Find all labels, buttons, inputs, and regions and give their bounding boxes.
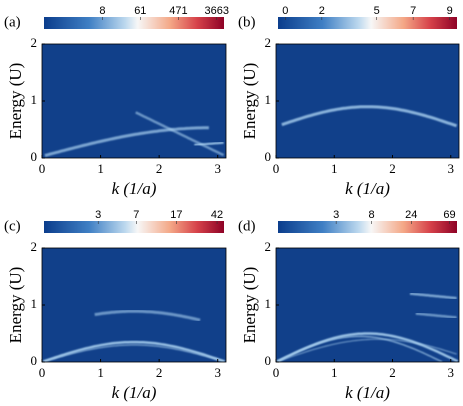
spectral-feature (135, 111, 225, 157)
colorbar-tick-label: 7 (410, 5, 416, 17)
x-tick-label: 3 (214, 365, 221, 380)
y-tick-label: 0 (31, 149, 38, 164)
colorbar-tick-label: 2 (319, 5, 325, 17)
y-tick-label: 2 (31, 35, 38, 50)
x-tick-label: 1 (331, 161, 338, 176)
x-tick-label: 3 (214, 161, 221, 176)
spectral-feature (278, 338, 457, 362)
panel-label: (c) (4, 218, 21, 234)
colorbar-tick-label: 17 (170, 209, 182, 221)
x-axis-label: k (1/a) (112, 383, 157, 402)
x-tick-label: 3 (448, 365, 455, 380)
spectral-feature (42, 340, 226, 362)
y-tick-label: 1 (31, 296, 38, 311)
heatmap-features (44, 111, 225, 157)
heatmap-features (276, 275, 459, 362)
y-tick-label: 1 (265, 92, 272, 107)
colorbar-tick-label: 5 (374, 5, 380, 17)
x-tick-label: 0 (39, 161, 46, 176)
panel-label: (a) (4, 14, 21, 30)
colorbar-tick-label: 61 (134, 5, 146, 17)
y-axis-label: Energy (U) (240, 63, 259, 140)
x-tick-label: 3 (448, 161, 455, 176)
panel: 0 1 2 3 0 1 2 k (1/a) Energy (U) (d) 3 8 24 69 (238, 209, 460, 402)
colorbar-tick-label: 9 (447, 5, 453, 17)
x-tick-label: 0 (39, 365, 46, 380)
spectral-feature (94, 309, 201, 322)
colorbar (44, 221, 224, 233)
spectral-feature (276, 335, 443, 362)
colorbar-tick-label: 8 (99, 5, 105, 17)
y-axis-label: Energy (U) (240, 267, 259, 344)
x-tick-label: 2 (156, 365, 163, 380)
y-tick-label: 0 (265, 149, 272, 164)
spectral-feature (281, 105, 458, 128)
x-axis-label: k (1/a) (112, 179, 157, 198)
y-tick-label: 1 (265, 296, 272, 311)
colorbar-tick-label: 24 (405, 209, 417, 221)
x-tick-label: 1 (331, 365, 338, 380)
heatmap-background (276, 44, 459, 158)
colorbar (278, 221, 457, 233)
x-tick-label: 1 (97, 365, 104, 380)
colorbar-tick-label: 7 (133, 209, 139, 221)
colorbar (44, 17, 224, 29)
panel-label: (d) (238, 218, 256, 234)
heatmap-features (276, 59, 459, 128)
heatmap-features (42, 264, 226, 362)
colorbar-tick-label: 0 (282, 5, 288, 17)
x-axis-label: k (1/a) (345, 383, 390, 402)
y-tick-label: 2 (265, 239, 272, 254)
spectral-feature (194, 141, 224, 146)
y-tick-label: 0 (31, 353, 38, 368)
y-tick-label: 2 (265, 35, 272, 50)
panel: 0 1 2 3 0 1 2 k (1/a) Energy (U) (c) 3 7 17 42 (4, 209, 227, 402)
colorbar-tick-label: 69 (443, 209, 455, 221)
colorbar-tick-label: 3 (95, 209, 101, 221)
spectral-feature (44, 126, 209, 157)
x-axis-label: k (1/a) (345, 179, 390, 198)
colorbar-tick-label: 8 (369, 209, 375, 221)
x-tick-label: 1 (97, 161, 104, 176)
colorbar-tick-label: 3 (333, 209, 339, 221)
heatmap-background (42, 44, 226, 158)
panel-label: (b) (238, 14, 256, 30)
x-tick-label: 2 (389, 365, 396, 380)
x-tick-label: 0 (273, 365, 280, 380)
x-tick-label: 2 (156, 161, 163, 176)
colorbar-tick-label: 3663 (205, 5, 229, 17)
colorbar-tick-label: 42 (211, 209, 223, 221)
x-tick-label: 0 (273, 161, 280, 176)
y-axis-label: Energy (U) (6, 63, 25, 140)
colorbar (278, 17, 457, 29)
y-tick-label: 2 (31, 239, 38, 254)
y-tick-label: 0 (265, 353, 272, 368)
y-tick-label: 1 (31, 92, 38, 107)
spectral-feature (409, 292, 457, 300)
panel: 0 1 2 3 0 1 2 k (1/a) Energy (U) (b) 0 2 5 7 9 (238, 5, 460, 198)
colorbar-tick-label: 471 (169, 5, 187, 17)
panel: 0 1 2 3 0 1 2 k (1/a) Energy (U) (a) 8 61 471 3663 (4, 5, 229, 198)
y-axis-label: Energy (U) (6, 267, 25, 344)
spectral-feature (44, 344, 224, 362)
x-tick-label: 2 (389, 161, 396, 176)
spectral-feature (415, 312, 457, 319)
heatmap-background (276, 248, 459, 362)
